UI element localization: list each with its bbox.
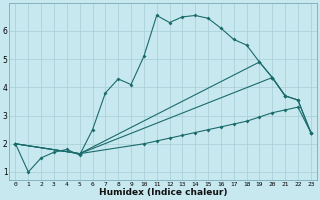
X-axis label: Humidex (Indice chaleur): Humidex (Indice chaleur) <box>99 188 228 197</box>
